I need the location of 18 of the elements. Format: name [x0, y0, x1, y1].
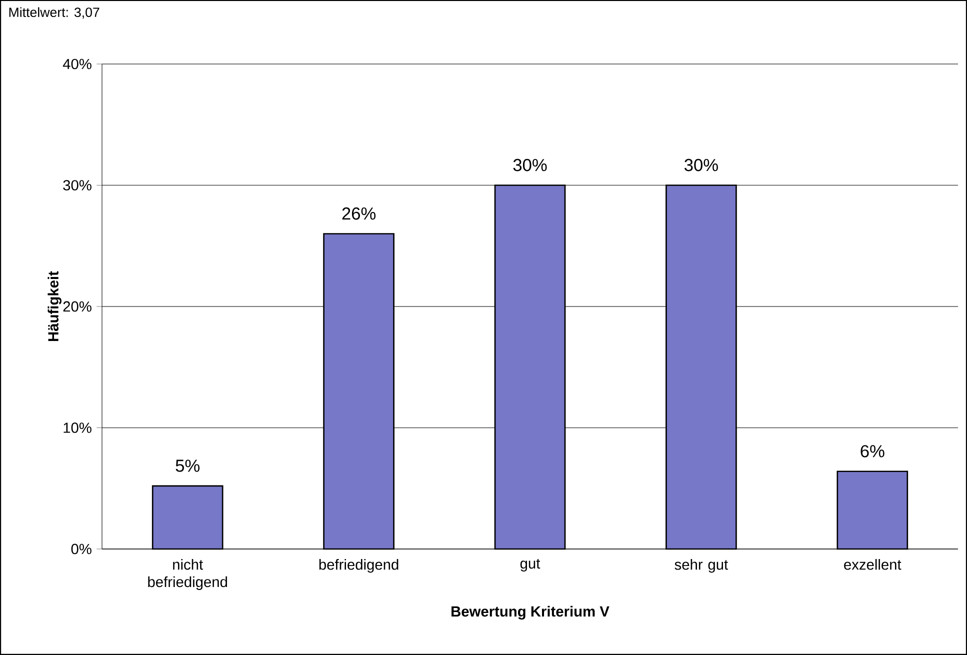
y-tick-label: 20%	[63, 301, 92, 312]
y-tick-label: 10%	[64, 422, 92, 433]
data-label: 26%	[342, 207, 376, 220]
data-label: 5%	[176, 460, 200, 472]
data-label: 30%	[513, 158, 547, 172]
y-axis-title: Häufigkeit	[48, 271, 62, 341]
data-label: 6%	[860, 445, 884, 458]
data-label: 30%	[684, 158, 718, 172]
x-tick-label: nicht befriedigend	[148, 559, 228, 590]
x-tick-label: befriedigend	[319, 559, 398, 573]
y-tick-label: 40%	[62, 58, 92, 70]
text: Mittelwert: 3,07	[9, 7, 100, 19]
x-tick-label: gut	[520, 559, 540, 572]
y-tick-label: 0%	[71, 544, 92, 554]
x-axis-title: Bewertung Kriterium V	[452, 606, 610, 620]
y-tick-label: 30%	[63, 180, 92, 190]
x-tick-label: sehr gut	[674, 559, 728, 573]
x-tick-label: exzellent	[844, 559, 902, 570]
